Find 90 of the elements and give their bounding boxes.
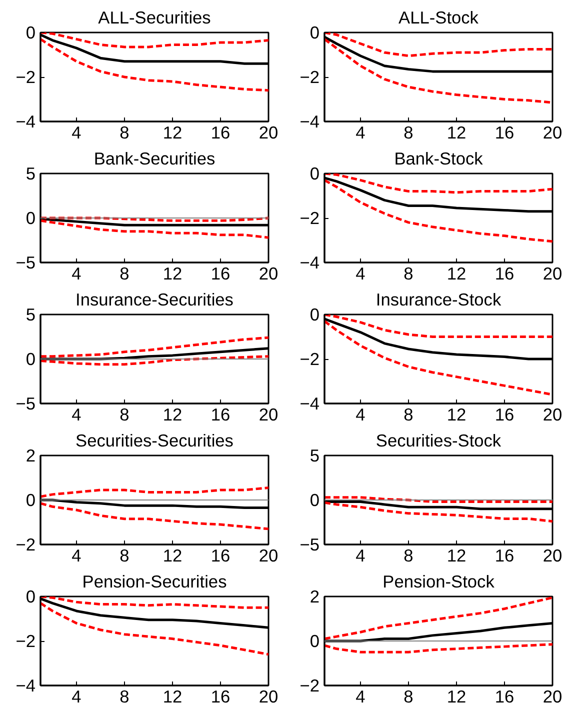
x-tick-label: 8 [120,546,130,566]
x-tick-label: 4 [72,686,82,706]
x-tick-label: 16 [494,122,514,142]
y-tick-label: −5 [16,252,36,272]
y-tick-label: −4 [300,252,320,272]
y-tick-label: −4 [300,112,320,132]
x-tick-label: 8 [404,122,414,142]
x-tick-label: 4 [356,546,366,566]
y-tick-label: 5 [310,446,320,466]
y-tick-label: −4 [16,676,36,696]
x-tick-label: 8 [404,404,414,424]
chart-title: Bank-Stock [394,148,484,168]
x-tick-label: 16 [494,686,514,706]
x-tick-label: 4 [72,122,82,142]
y-tick-label: −5 [16,394,36,414]
y-tick-label: 2 [26,446,36,466]
x-tick-label: 20 [258,264,278,284]
x-tick-label: 20 [258,686,278,706]
x-tick-label: 12 [162,122,182,142]
x-tick-label: 4 [72,404,82,424]
y-tick-label: 0 [310,164,320,184]
chart-title: Securities-Stock [376,430,502,450]
x-tick-label: 16 [494,546,514,566]
x-tick-label: 16 [494,404,514,424]
y-tick-label: −2 [16,67,36,87]
chart-title: ALL-Stock [398,8,479,28]
x-tick-label: 4 [72,546,82,566]
x-tick-label: 8 [120,264,130,284]
chart-title: Pension-Stock [382,572,495,592]
x-tick-label: 12 [446,546,466,566]
chart-title: Securities-Securities [76,430,234,450]
x-tick-label: 16 [210,122,230,142]
y-tick-label: −4 [300,394,320,414]
y-tick-label: −2 [16,631,36,651]
x-tick-label: 12 [162,686,182,706]
x-tick-label: 12 [446,686,466,706]
x-tick-label: 4 [356,264,366,284]
x-tick-label: 4 [356,686,366,706]
chart-title: Insurance-Securities [76,290,234,310]
x-tick-label: 12 [162,546,182,566]
y-tick-label: −2 [300,67,320,87]
x-tick-label: 20 [258,546,278,566]
x-tick-label: 8 [120,686,130,706]
x-tick-label: 16 [210,546,230,566]
y-tick-label: −2 [300,349,320,369]
y-tick-label: 5 [26,304,36,324]
y-tick-label: 2 [310,586,320,606]
x-tick-label: 12 [446,264,466,284]
chart-title: ALL-Securities [98,8,212,28]
x-tick-label: 20 [258,122,278,142]
y-tick-label: 0 [26,208,36,228]
x-tick-label: 8 [120,404,130,424]
y-tick-label: 0 [26,22,36,42]
x-tick-label: 16 [210,404,230,424]
x-tick-label: 8 [120,122,130,142]
x-tick-label: 4 [356,122,366,142]
x-tick-label: 12 [162,264,182,284]
chart-title: Bank-Securities [94,148,216,168]
x-tick-label: 16 [494,264,514,284]
x-tick-label: 12 [446,404,466,424]
y-tick-label: −2 [300,208,320,228]
y-tick-label: 5 [26,164,36,184]
x-tick-label: 16 [210,264,230,284]
y-tick-label: −5 [300,534,320,554]
x-tick-label: 12 [162,404,182,424]
x-tick-label: 8 [404,264,414,284]
x-tick-label: 20 [542,122,562,142]
y-tick-label: 0 [310,304,320,324]
x-tick-label: 12 [446,122,466,142]
x-tick-label: 8 [404,686,414,706]
y-tick-label: 0 [26,586,36,606]
y-tick-label: −2 [300,676,320,696]
chart-title: Pension-Securities [82,572,228,592]
y-tick-label: 0 [26,490,36,510]
x-tick-label: 20 [542,404,562,424]
y-tick-label: 0 [26,349,36,369]
x-tick-label: 20 [542,686,562,706]
x-tick-label: 16 [210,686,230,706]
y-tick-label: −4 [16,112,36,132]
x-tick-label: 4 [72,264,82,284]
y-tick-label: −2 [16,534,36,554]
x-tick-label: 4 [356,404,366,424]
chart-title: Insurance-Stock [376,290,502,310]
y-tick-label: 0 [310,490,320,510]
x-tick-label: 20 [542,546,562,566]
y-tick-label: 0 [310,22,320,42]
x-tick-label: 8 [404,546,414,566]
x-tick-label: 20 [542,264,562,284]
y-tick-label: 0 [310,631,320,651]
x-tick-label: 20 [258,404,278,424]
